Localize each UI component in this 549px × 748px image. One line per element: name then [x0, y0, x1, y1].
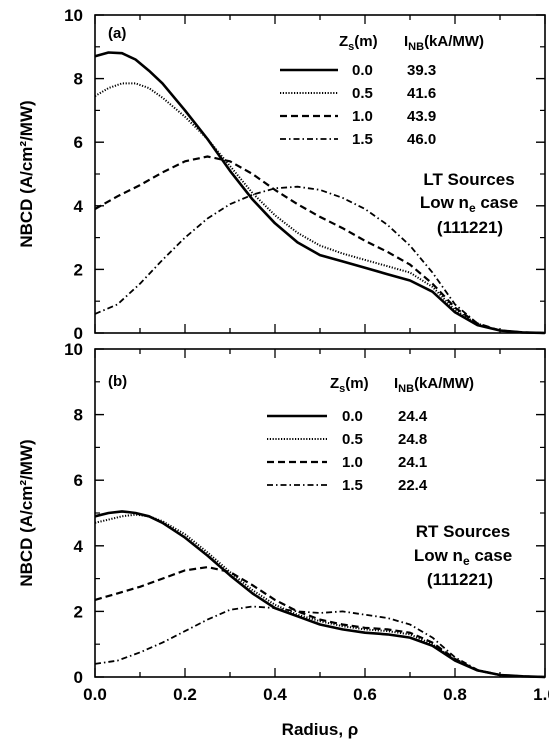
legend-z-tail: (m)	[345, 375, 368, 392]
panel-b-legend-zs-1: 0.5	[342, 431, 363, 448]
panel-b-series-line-3	[94, 605, 546, 678]
panel-b-xtick-label-5: 1.0	[533, 685, 549, 704]
panel-a-label: (a)	[108, 25, 126, 42]
panel-a-ticks: 0 2 4 6 8 10	[64, 6, 546, 343]
panel-b-xtick-label-2: 0.4	[263, 685, 287, 704]
annotation-low-n: Low n	[414, 546, 463, 565]
panel-a-ytick-label-0: 0	[74, 324, 83, 343]
panel-b-ytick-label-1: 2	[74, 602, 83, 621]
panel-b-legend-inb-0: 24.4	[398, 408, 428, 425]
panel-a-legend-inb-1: 41.6	[407, 85, 436, 102]
legend-i-sub: NB	[408, 41, 424, 53]
panel-b-ytick-label-3: 6	[74, 471, 83, 490]
panel-a-annotation-line2: Low ne case	[420, 193, 518, 215]
panel-b-label: (b)	[108, 373, 127, 390]
panel-a-legend-inb-3: 46.0	[407, 131, 436, 148]
panel-a-ytick-label-2: 4	[74, 197, 84, 216]
panel-a-legend-inb-2: 43.9	[407, 108, 436, 125]
legend-i-tail: (kA/MW)	[414, 375, 474, 392]
panel-a-ytick-label-3: 6	[74, 133, 83, 152]
legend-i-sub: NB	[398, 383, 414, 395]
panel-b-legend-zs-3: 1.5	[342, 477, 363, 494]
panel-a-series-line-2	[94, 155, 546, 335]
panel-a-legend-zs-1: 0.5	[352, 85, 373, 102]
annotation-low-n: Low n	[420, 193, 469, 212]
panel-a-series-line-1	[94, 82, 546, 334]
legend-z-sub: s	[348, 41, 354, 53]
panel-b-annotation-line1: RT Sources	[416, 522, 510, 541]
annotation-e-sub: e	[469, 201, 476, 215]
panel-a: 0 2 4 6 8 10 (a) Zs(m) INB(kA/MW) 0.0 39.3 0.…	[17, 6, 546, 343]
legend-z-sub: s	[339, 383, 345, 395]
panel-a-series-lines	[94, 51, 546, 335]
panel-b-legend-header-zs: Zs(m)	[330, 375, 369, 395]
panel-b-xtick-label-4: 0.8	[443, 685, 467, 704]
x-axis-title: Radius, ρ	[282, 720, 359, 739]
panel-a-ytick-label-1: 2	[74, 260, 83, 279]
panel-b-ytick-label-5: 10	[64, 340, 83, 359]
panel-b-legend-inb-2: 24.1	[398, 454, 427, 471]
panel-a-legend-zs-3: 1.5	[352, 131, 373, 148]
panel-a-ytick-label-5: 10	[64, 6, 83, 25]
panel-b-series-lines	[94, 510, 546, 679]
legend-z: Z	[339, 33, 348, 50]
panel-a-series-line-0	[94, 51, 546, 335]
panel-a-series-line-3	[94, 185, 546, 334]
panel-b-ytick-label-0: 0	[74, 668, 83, 687]
panel-b-ytick-label-2: 4	[74, 537, 84, 556]
panel-b-annotation-line2: Low ne case	[414, 546, 512, 568]
panel-a-annotation-line1: LT Sources	[423, 170, 514, 189]
legend-i: I	[394, 375, 398, 392]
panel-b-legend-header-inb: INB(kA/MW)	[394, 375, 474, 395]
panel-b-annotation-line3: (111221)	[427, 570, 493, 589]
panel-a-legend-header-zs: Zs(m)	[339, 33, 378, 53]
panel-b-ylabel: NBCD (A/cm²/MW)	[17, 439, 36, 586]
panel-a-legend-zs-0: 0.0	[352, 62, 373, 79]
panel-b-ytick-label-4: 8	[74, 406, 83, 425]
annotation-case: case	[470, 546, 513, 565]
panel-a-legend-zs-2: 1.0	[352, 108, 373, 125]
panel-b-series-line-2	[94, 566, 546, 679]
panel-b-ticks: 0 2 4 6 8 10 0.0 0.2 0.4 0.6 0.8 1.0	[64, 340, 549, 704]
annotation-case: case	[476, 193, 519, 212]
panel-a-legend-header-inb: INB(kA/MW)	[404, 33, 484, 53]
panel-b-series-line-1	[94, 513, 546, 678]
panel-a-legend-inb-0: 39.3	[407, 62, 436, 79]
legend-z-tail: (m)	[354, 33, 377, 50]
panel-b-legend-inb-3: 22.4	[398, 477, 428, 494]
panel-b-legend-zs-2: 1.0	[342, 454, 363, 471]
panel-b-legend-zs-0: 0.0	[342, 408, 363, 425]
panel-b-xtick-label-3: 0.6	[353, 685, 377, 704]
panel-b-legend-inb-1: 24.8	[398, 431, 427, 448]
legend-i: I	[404, 33, 408, 50]
annotation-e-sub: e	[463, 554, 470, 568]
panel-b-xtick-label-0: 0.0	[83, 685, 107, 704]
legend-i-tail: (kA/MW)	[424, 33, 484, 50]
panel-a-ylabel: NBCD (A/cm²/MW)	[17, 100, 36, 247]
panel-b-frame	[94, 348, 546, 678]
legend-z: Z	[330, 375, 339, 392]
panel-a-ytick-label-4: 8	[74, 70, 83, 89]
panel-a-annotation-line3: (111221)	[437, 218, 503, 237]
panel-b-xtick-label-1: 0.2	[173, 685, 197, 704]
